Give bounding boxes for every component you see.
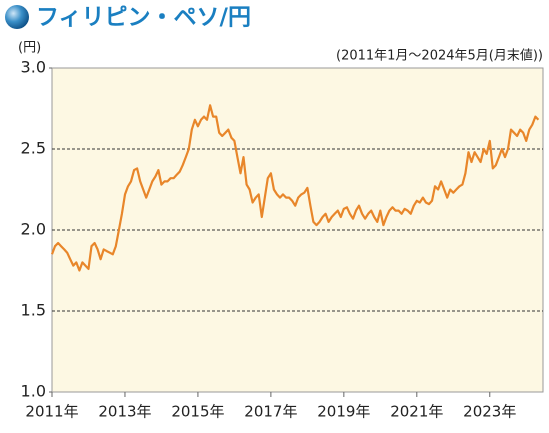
x-tick-label: 2015年 bbox=[171, 403, 224, 421]
x-tick-label: 2021年 bbox=[390, 403, 443, 421]
series-line bbox=[50, 104, 540, 272]
title-icon bbox=[5, 5, 29, 29]
y-tick-label: 2.0 bbox=[21, 220, 46, 239]
x-tick-label: 2017年 bbox=[244, 403, 297, 421]
y-axis-unit: (円) bbox=[18, 41, 41, 56]
y-tick-label: 1.0 bbox=[21, 382, 46, 401]
x-tick-label: 2023年 bbox=[463, 403, 516, 421]
x-tick-label: 2019年 bbox=[317, 403, 370, 421]
y-tick-label: 2.5 bbox=[21, 139, 46, 158]
chart-title: フィリピン・ペソ/円 bbox=[36, 5, 251, 31]
subtitle: (2011年1月～2024年5月(月末値)) bbox=[336, 48, 543, 64]
x-tick-label: 2013年 bbox=[98, 403, 151, 421]
y-tick-label: 3.0 bbox=[21, 58, 46, 77]
y-tick-label: 1.5 bbox=[21, 301, 46, 320]
x-tick-label: 2011年 bbox=[25, 403, 78, 421]
